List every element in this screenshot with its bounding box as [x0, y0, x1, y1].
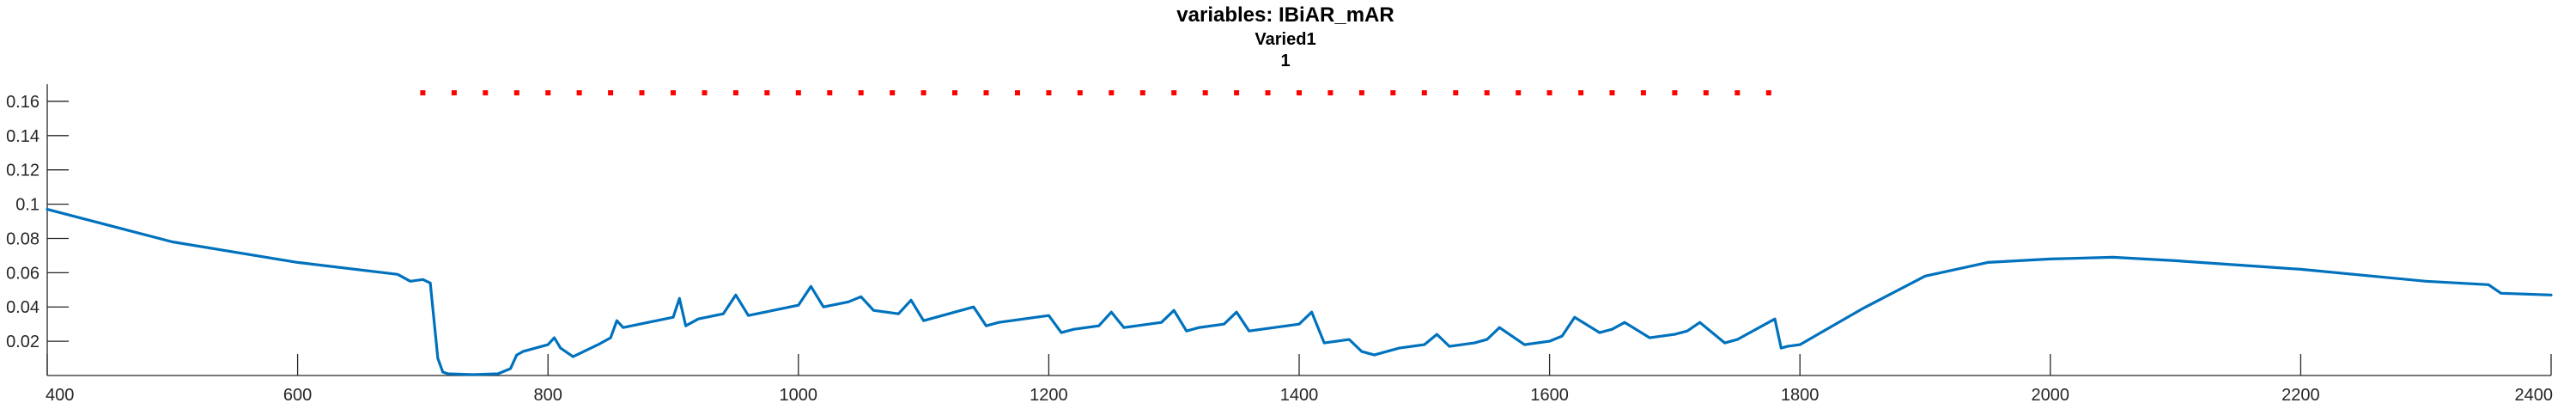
marker-point — [1015, 90, 1020, 95]
x-tick-label: 2200 — [2281, 386, 2320, 403]
marker-point — [732, 90, 738, 95]
marker-point — [513, 90, 519, 95]
marker-point — [671, 90, 676, 95]
marker-point — [1546, 90, 1552, 95]
marker-point — [608, 90, 614, 95]
marker-point — [1765, 90, 1771, 95]
marker-point — [1265, 90, 1271, 95]
x-tick-label: 1400 — [1280, 386, 1319, 403]
marker-point — [1609, 90, 1615, 95]
marker-point — [1202, 90, 1208, 95]
marker-point — [764, 90, 770, 95]
x-tick-label: 1200 — [1030, 386, 1068, 403]
marker-point — [858, 90, 864, 95]
y-tick-label: 0.06 — [6, 264, 39, 283]
marker-point — [1703, 90, 1709, 95]
chart-title-line-1: variables: IBiAR_mAR — [1176, 3, 1394, 27]
plot-area — [46, 90, 2553, 376]
marker-point — [483, 90, 489, 95]
marker-point — [920, 90, 927, 95]
marker-point — [1421, 90, 1427, 95]
marker-point — [1735, 90, 1741, 95]
y-tick-label: 0.12 — [6, 162, 39, 180]
marker-point — [545, 90, 551, 95]
y-tick-label: 0.08 — [6, 229, 39, 248]
marker-point — [1046, 90, 1052, 95]
marker-point — [983, 90, 989, 95]
marker-point — [1327, 90, 1334, 95]
marker-point — [1171, 90, 1177, 95]
x-tick-label: 1800 — [1781, 386, 1820, 403]
marker-point — [795, 90, 801, 95]
y-tick-label: 0.16 — [6, 93, 39, 112]
x-tick-label: 400 — [46, 386, 74, 403]
marker-point — [1297, 90, 1302, 95]
marker-point — [576, 90, 582, 95]
x-tick-label: 1000 — [780, 386, 818, 403]
marker-point — [1453, 90, 1459, 95]
marker-point — [1109, 90, 1115, 95]
x-tick-label: 800 — [534, 386, 562, 403]
marker-point — [1640, 90, 1646, 95]
y-tick-label: 0.1 — [15, 196, 39, 215]
marker-point — [890, 90, 896, 95]
marker-point — [1578, 90, 1584, 95]
x-tick-label: 600 — [283, 386, 312, 403]
marker-point — [827, 90, 833, 95]
marker-point — [1358, 90, 1364, 95]
marker-point — [1516, 90, 1522, 95]
marker-point — [702, 90, 708, 95]
x-tick-label: 2400 — [2515, 386, 2554, 403]
marker-point — [1672, 90, 1678, 95]
marker-point — [1077, 90, 1083, 95]
chart-title-line-2: Varied1 — [1255, 30, 1315, 49]
series-line — [46, 208, 2553, 376]
y-tick-label: 0.04 — [6, 298, 39, 317]
chart-title: variables: IBiAR_mAR Varied1 1 — [1176, 3, 1394, 70]
y-tick-label: 0.02 — [6, 333, 39, 351]
axes: 400 600 800 1000 1200 1400 1600 1800 2000 2200 240… — [6, 84, 2553, 403]
x-tick-label: 1600 — [1530, 386, 1569, 403]
marker-point — [1139, 90, 1145, 95]
marker-point — [1234, 90, 1240, 95]
marker-point — [1484, 90, 1490, 95]
y-tick-label: 0.14 — [6, 127, 39, 146]
x-tick-label: 2000 — [2032, 386, 2070, 403]
marker-point — [451, 90, 457, 95]
chart-title-line-3: 1 — [1280, 52, 1290, 70]
marker-point — [639, 90, 645, 95]
marker-point — [1390, 90, 1396, 95]
marker-point — [952, 90, 957, 95]
marker-point — [420, 90, 426, 95]
